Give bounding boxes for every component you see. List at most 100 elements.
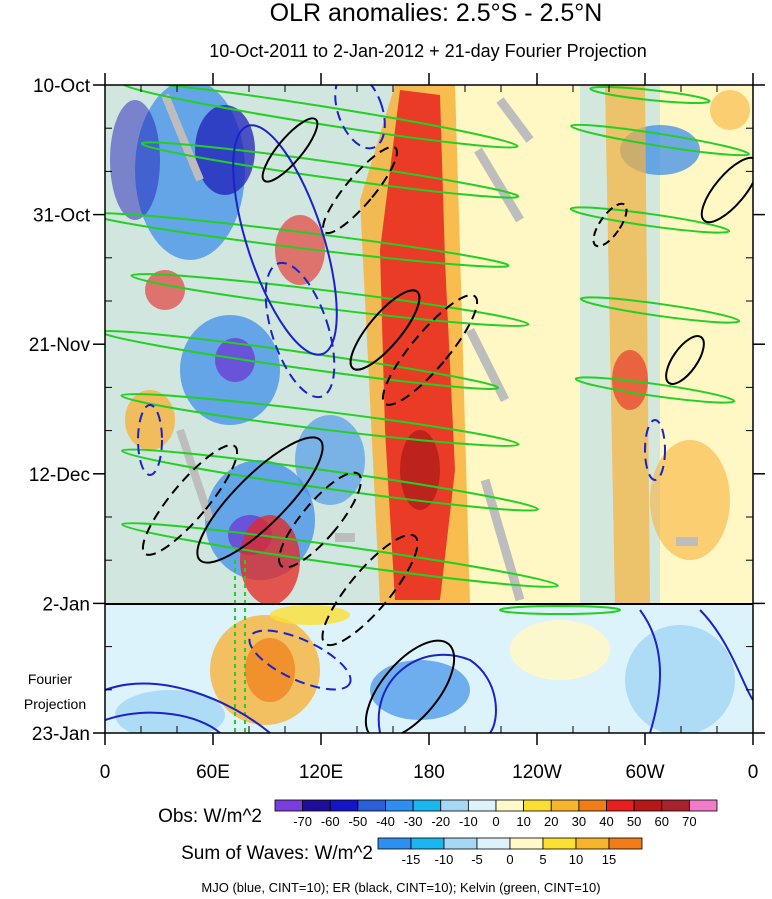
kelvin-contour [499, 605, 621, 615]
y-tick-label: 12-Dec [29, 465, 90, 486]
obs-region [110, 100, 160, 220]
er-contour [349, 289, 421, 371]
er-contour [261, 117, 319, 183]
projection-region [270, 605, 350, 625]
kelvin-contour [105, 212, 510, 268]
colorbar-swatch [523, 799, 552, 812]
colorbar-swatch [440, 799, 469, 812]
mjo-contour [639, 609, 661, 733]
colorbar-swatch [467, 799, 497, 812]
mjo-contour [137, 404, 163, 476]
kelvin-contour [140, 141, 520, 199]
missing-streak [161, 93, 204, 182]
waves-colorbar-label: Sum of Waves: W/m^2 [181, 843, 373, 864]
colorbar-tick-label: -10 [459, 814, 478, 829]
colorbar-tick-label: -30 [404, 814, 423, 829]
obs-region [605, 85, 650, 605]
colorbar-tick-label: -60 [321, 814, 340, 829]
x-tick-label: 120E [299, 762, 343, 783]
colorbar-swatch [476, 837, 511, 850]
mjo-contour [699, 609, 753, 701]
projection-region [510, 620, 610, 680]
colorbar-tick-label: 40 [599, 814, 613, 829]
kelvin-contour [574, 376, 736, 404]
mjo-contour [377, 653, 497, 733]
y-tick-label: 23-Jan [32, 724, 90, 745]
colorbar-swatch [550, 799, 580, 812]
obs-region [650, 440, 730, 560]
kelvin-contour [121, 522, 559, 588]
kelvin-contour [589, 85, 711, 105]
obs-colorbar: -70 -60 -50 -40 -30 -20 -10 0 10 20 30 40 50 60 70 [274, 799, 718, 829]
colorbar-swatch [357, 799, 386, 812]
colorbar-tick-label: 70 [682, 814, 696, 829]
kelvin-contour [105, 330, 500, 390]
er-contour [665, 335, 705, 385]
er-contour [381, 294, 479, 406]
x-tick-label: 60W [625, 762, 664, 783]
mjo-contour [248, 629, 352, 691]
colorbar-swatch [385, 799, 414, 812]
colorbar-swatch [495, 799, 525, 812]
mjo-contour [105, 682, 271, 733]
colorbar-tick-label: -10 [435, 852, 454, 867]
colorbar-swatch [633, 799, 663, 812]
colorbar-swatch [688, 799, 718, 812]
mjo-contour [334, 85, 386, 150]
colorbar-tick-label: -70 [293, 814, 312, 829]
colorbar-tick-label: -15 [402, 852, 421, 867]
er-contour [278, 471, 362, 569]
er-contour [196, 436, 324, 564]
colorbar-tick-label: 0 [506, 852, 513, 867]
obs-region [240, 515, 300, 605]
obs-colorbar-label: Obs: W/m^2 [158, 806, 262, 827]
colorbar-tick-label: 15 [602, 852, 616, 867]
obs-region [195, 105, 255, 195]
x-axis: 0 60E 120E 180 120W 60W 0 [100, 73, 759, 783]
colorbar-tick-label: 30 [572, 814, 586, 829]
er-contour [321, 533, 419, 647]
colorbar-tick-label: 20 [544, 814, 558, 829]
kelvin-contour [121, 448, 539, 512]
projection-label-line1: Fourier [28, 671, 73, 687]
colorbar-tick-label: -5 [471, 852, 483, 867]
plot-area [105, 85, 753, 733]
er-contour [364, 639, 456, 733]
projection-label-line2: Projection [24, 696, 86, 712]
colorbar-tick-label: -20 [431, 814, 450, 829]
missing-streak [474, 147, 524, 223]
colorbar-swatch [542, 837, 577, 850]
x-tick-label: 180 [413, 762, 445, 783]
missing-streak [480, 478, 525, 602]
x-tick-label: 0 [748, 762, 759, 783]
kelvin-contour [569, 206, 731, 234]
colorbar-swatch [575, 837, 610, 850]
colorbar-tick-label: 50 [627, 814, 641, 829]
y-tick-label: 21-Nov [29, 335, 91, 356]
colorbar-swatch [661, 799, 690, 812]
kelvin-contour [121, 85, 519, 149]
missing-streak [335, 533, 355, 542]
colorbar-swatch [578, 799, 607, 812]
wave-legend-note: MJO (blue, CINT=10); ER (black, CINT=10)… [201, 880, 600, 895]
chart-title: OLR anomalies: 2.5°S - 2.5°N [270, 0, 603, 27]
mjo-contours [105, 85, 753, 733]
x-tick-label: 0 [100, 762, 111, 783]
obs-region [400, 430, 440, 510]
colorbar-swatch [443, 837, 478, 850]
colorbar-swatch [274, 799, 304, 812]
er-contour [141, 444, 239, 556]
colorbar-tick-label: 10 [569, 852, 583, 867]
er-contour [322, 145, 398, 235]
colorbar-swatch [329, 799, 359, 812]
colorbar-swatch [412, 799, 442, 812]
colorbar-tick-label: 5 [539, 852, 546, 867]
obs-region [145, 270, 185, 310]
colorbar-swatch [377, 837, 412, 850]
y-tick-label: 2-Jan [42, 594, 90, 615]
waves-colorbar: -15 -10 -5 0 5 10 15 [377, 837, 643, 867]
mjo-contour [105, 711, 221, 733]
missing-streak [676, 537, 698, 546]
colorbar-tick-label: 60 [655, 814, 669, 829]
